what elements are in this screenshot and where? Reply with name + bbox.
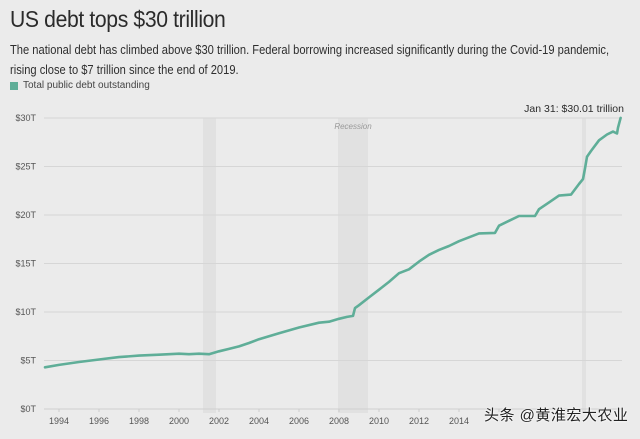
data-point — [586, 155, 588, 158]
data-point — [208, 353, 210, 356]
recession-label: Recession — [334, 122, 372, 131]
data-point — [418, 260, 420, 263]
data-point — [438, 249, 440, 251]
data-point — [616, 132, 618, 135]
data-point — [428, 253, 430, 256]
data-point — [258, 338, 260, 341]
data-point — [617, 126, 619, 129]
data-point — [368, 296, 370, 299]
data-point — [468, 236, 470, 239]
data-point — [508, 219, 510, 222]
x-tick-label: 2012 — [409, 416, 429, 426]
data-point — [448, 245, 450, 247]
x-tick-label: 2000 — [169, 416, 189, 426]
data-point — [548, 201, 550, 204]
data-point — [198, 352, 200, 355]
data-point — [118, 356, 120, 359]
data-point — [248, 342, 250, 344]
watermark: 头条 @黄淮宏大农业 — [484, 407, 629, 424]
data-point — [44, 366, 46, 369]
data-point — [218, 350, 220, 353]
chart-subtitle: The national debt has climbed above $30 … — [10, 43, 610, 77]
chart-title: US debt tops $30 trillion — [10, 6, 226, 32]
data-point — [494, 232, 496, 234]
data-point — [178, 352, 180, 355]
legend: Total public debt outstanding — [10, 80, 150, 91]
y-tick-label: $25T — [15, 162, 36, 172]
data-point — [606, 133, 608, 136]
data-point — [352, 314, 354, 317]
data-point — [582, 178, 584, 181]
x-tick-label: 1996 — [89, 416, 109, 426]
x-tick-label: 2008 — [329, 416, 349, 426]
x-tick-label: 2006 — [289, 416, 309, 426]
data-point — [354, 307, 356, 310]
data-point — [58, 363, 60, 366]
recession-band — [203, 118, 216, 413]
data-point — [584, 167, 586, 170]
data-point — [408, 268, 410, 271]
data-point — [138, 354, 140, 357]
data-point — [188, 353, 190, 356]
data-point — [298, 326, 300, 329]
data-point — [498, 224, 500, 227]
data-point — [558, 194, 560, 197]
y-tick-label: $20T — [15, 210, 36, 220]
data-point — [398, 272, 400, 275]
x-tick-label: 2014 — [449, 416, 469, 426]
data-point — [578, 183, 580, 185]
data-point — [98, 358, 100, 361]
legend-swatch — [10, 81, 18, 90]
data-point — [458, 240, 460, 243]
data-point — [538, 208, 540, 211]
data-point — [478, 232, 480, 235]
data-point — [238, 345, 240, 348]
x-tick-label: 2002 — [209, 416, 229, 426]
x-tick-label: 2010 — [369, 416, 389, 426]
x-tick-label: 1998 — [129, 416, 149, 426]
data-point — [338, 317, 340, 320]
data-point — [78, 361, 80, 363]
data-point — [158, 353, 160, 356]
y-tick-label: $30T — [15, 113, 36, 123]
x-tick-label: 2004 — [249, 416, 269, 426]
data-point — [358, 304, 360, 307]
data-point — [346, 315, 348, 318]
data-point — [318, 321, 320, 324]
data-point — [278, 332, 280, 335]
data-point — [518, 215, 520, 217]
data-point — [388, 281, 390, 283]
data-point — [619, 117, 622, 119]
recession-band — [338, 118, 368, 413]
legend-label: Total public debt outstanding — [23, 80, 150, 91]
y-tick-label: $10T — [15, 307, 36, 317]
data-point — [612, 130, 614, 133]
series-line — [43, 116, 622, 369]
annotation-label: Jan 31: $30.01 trillion — [524, 103, 624, 115]
y-tick-label: $15T — [15, 259, 36, 269]
data-point — [590, 150, 592, 152]
x-tick-label: 1994 — [49, 416, 69, 426]
data-point — [228, 347, 230, 350]
y-tick-label: $5T — [20, 356, 36, 366]
data-point — [570, 193, 572, 196]
data-point — [534, 215, 536, 217]
data-point — [378, 288, 380, 291]
data-point — [328, 320, 330, 323]
recession-band — [582, 118, 586, 413]
y-tick-label: $0T — [20, 404, 36, 414]
data-point — [598, 139, 600, 142]
